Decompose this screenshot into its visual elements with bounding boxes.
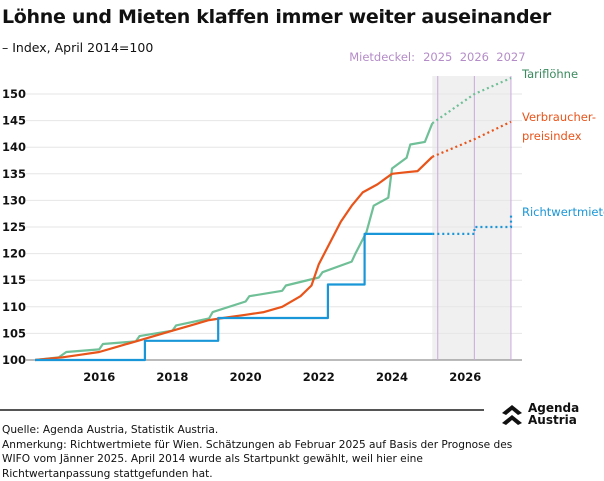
y-tick-label: 100 [2, 353, 26, 367]
legend-vpi-line2: preisindex [522, 129, 582, 143]
y-tick-label: 150 [2, 87, 26, 101]
y-tick-label: 135 [2, 167, 26, 181]
legend-richtwertmiete: Richtwertmiete [522, 205, 604, 219]
source-text: Quelle: Agenda Austria, Statistik Austri… [2, 423, 522, 438]
divider [0, 409, 484, 411]
x-tick-label: 2020 [230, 370, 262, 384]
series-line-tarifloehne [35, 123, 432, 360]
logo-line-2: Austria [528, 414, 579, 426]
y-tick-label: 115 [2, 273, 26, 287]
x-tick-label: 2016 [83, 370, 115, 384]
forecast-area [432, 76, 511, 360]
y-tick-label: 125 [2, 220, 26, 234]
mietdeckel-year: 2027 [496, 50, 525, 64]
logo-chevron-icon [500, 402, 524, 426]
legend-tarifloehne: Tariflöhne [521, 67, 578, 81]
y-tick-label: 105 [2, 326, 26, 340]
note-text: Anmerkung: Richtwertmiete für Wien. Schä… [2, 438, 522, 481]
x-tick-label: 2024 [376, 370, 408, 384]
y-tick-label: 110 [2, 300, 26, 314]
legend-vpi-line1: Verbraucher- [522, 110, 596, 124]
mietdeckel-year: 2025 [423, 50, 452, 64]
x-tick-label: 2022 [303, 370, 335, 384]
series-line-vpi [35, 157, 432, 360]
footnotes: Quelle: Agenda Austria, Statistik Austri… [2, 423, 522, 481]
mietdeckel-label: Mietdeckel: [349, 50, 415, 64]
chart: 100 105 110 115 120 125 130 135 140 145 150 2016 201… [0, 0, 604, 400]
mietdeckel-year: 2026 [460, 50, 489, 64]
x-tick-label: 2026 [449, 370, 481, 384]
series-line-richtwertmiete [35, 234, 432, 360]
y-tick-label: 145 [2, 114, 26, 128]
y-tick-label: 140 [2, 140, 26, 154]
x-tick-label: 2018 [156, 370, 188, 384]
y-tick-label: 120 [2, 247, 26, 261]
y-tick-label: 130 [2, 193, 26, 207]
